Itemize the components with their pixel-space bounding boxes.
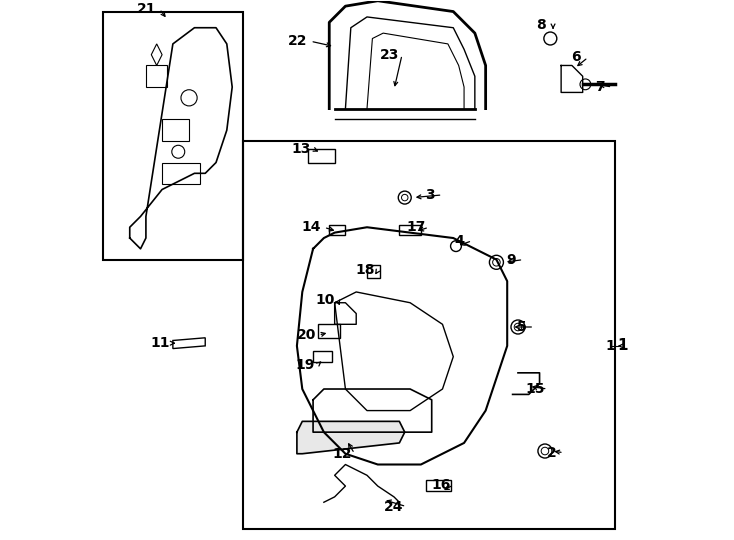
Text: 1: 1 (618, 339, 628, 353)
Bar (162, 119, 189, 141)
Text: 24: 24 (384, 500, 404, 514)
Bar (162, 163, 200, 184)
Text: 7: 7 (595, 80, 605, 94)
Text: 23: 23 (380, 48, 399, 62)
Text: 2: 2 (547, 446, 556, 460)
Text: 19: 19 (295, 357, 315, 372)
Text: 6: 6 (571, 50, 581, 64)
Text: 12: 12 (333, 447, 352, 461)
Text: 8: 8 (536, 18, 545, 32)
Bar (426, 480, 451, 491)
Text: 1: 1 (606, 339, 616, 353)
Text: 18: 18 (356, 264, 375, 278)
Bar (319, 325, 340, 338)
Text: 3: 3 (425, 188, 435, 202)
Text: 17: 17 (407, 220, 426, 234)
Text: 14: 14 (302, 220, 321, 234)
Text: 11: 11 (150, 336, 170, 350)
Bar (146, 65, 167, 87)
Text: 10: 10 (315, 293, 335, 307)
Bar (243, 141, 615, 529)
Bar (330, 225, 346, 235)
Text: 16: 16 (431, 478, 451, 492)
Text: 20: 20 (297, 328, 316, 342)
Text: 15: 15 (526, 382, 545, 396)
Bar (367, 265, 380, 279)
Text: 13: 13 (291, 142, 310, 156)
Text: 22: 22 (288, 34, 308, 48)
Bar (308, 149, 335, 163)
Polygon shape (297, 421, 404, 454)
Text: 21: 21 (137, 2, 157, 16)
Text: 4: 4 (455, 234, 465, 248)
Text: 9: 9 (506, 253, 516, 267)
Text: 5: 5 (517, 320, 526, 334)
Bar (399, 225, 421, 235)
Bar (313, 351, 332, 362)
Bar (103, 11, 243, 260)
